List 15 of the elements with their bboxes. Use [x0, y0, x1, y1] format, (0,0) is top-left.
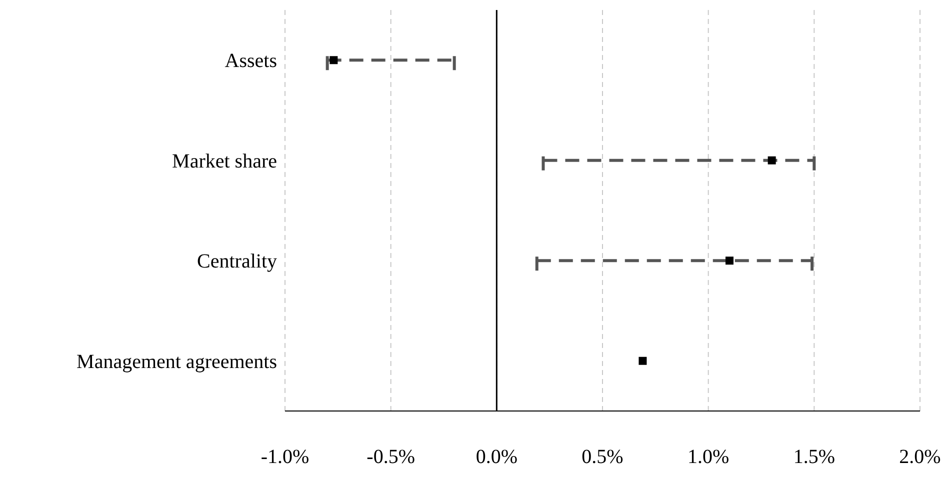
y-tick-label: Market share: [172, 150, 278, 172]
x-tick-label: 0.0%: [476, 446, 518, 468]
x-tick-label: -1.0%: [260, 446, 310, 468]
x-tick-label: 1.5%: [793, 446, 836, 468]
y-tick-label: Management agreements: [76, 350, 278, 373]
point: [330, 56, 338, 64]
point: [726, 256, 734, 265]
x-tick-label: 0.5%: [582, 446, 624, 468]
point: [768, 156, 776, 164]
x-tick-label: 2.0%: [899, 446, 941, 468]
point: [638, 356, 647, 365]
y-tick-label: Assets: [224, 50, 278, 72]
x-tick-label: -0.5%: [366, 446, 415, 468]
x-tick-label: 1.0%: [687, 446, 730, 468]
y-tick-label: Centrality: [197, 250, 277, 273]
